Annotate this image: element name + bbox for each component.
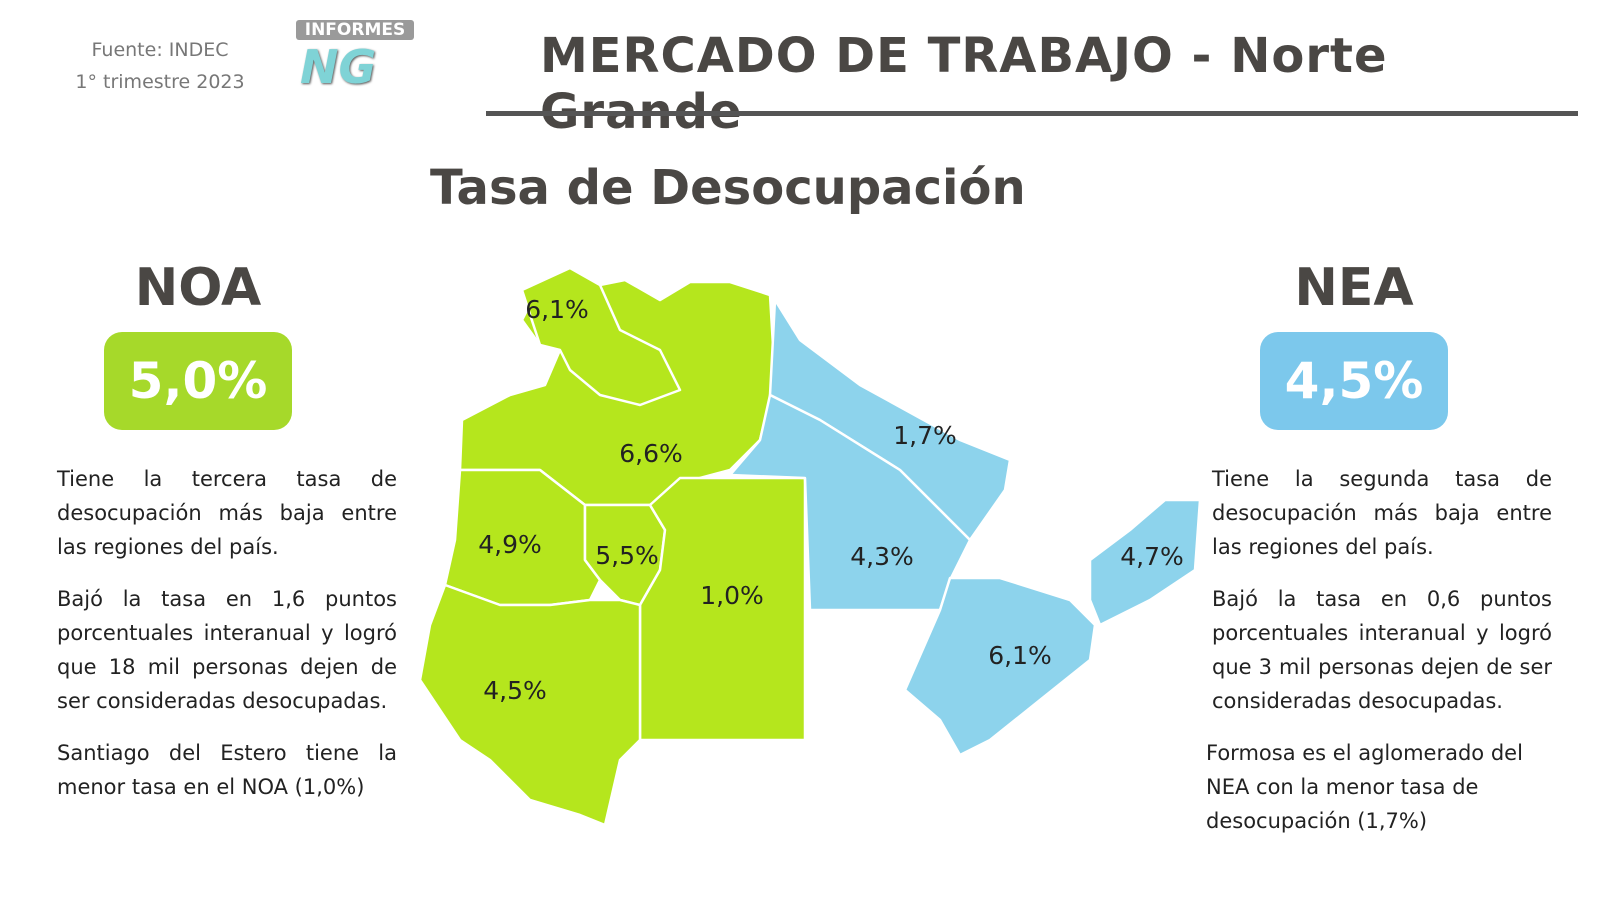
region-label: 4,9% bbox=[478, 530, 542, 559]
region-label: 4,5% bbox=[483, 676, 547, 705]
region-label: 4,7% bbox=[1120, 542, 1184, 571]
province bbox=[903, 576, 1097, 757]
provinces bbox=[418, 266, 1202, 827]
region-label: 4,3% bbox=[850, 542, 914, 571]
region-label: 5,5% bbox=[595, 541, 659, 570]
logo-main: NG bbox=[300, 40, 377, 94]
source-text: Fuente: INDEC bbox=[91, 39, 229, 61]
logo-top: INFORMES bbox=[296, 20, 414, 40]
nea-text: Tiene la segunda tasa de desocupación má… bbox=[1206, 462, 1552, 856]
region-rate: 5,0% bbox=[104, 332, 292, 430]
paragraph: Bajó la tasa en 0,6 puntos porcentuales … bbox=[1212, 587, 1552, 713]
paragraph: Formosa es el aglomerado del NEA con la … bbox=[1206, 741, 1523, 833]
region-name: NOA bbox=[134, 258, 262, 318]
region-label: 1,0% bbox=[700, 581, 764, 610]
title-rule bbox=[486, 111, 1578, 116]
paragraph: Tiene la tercera tasa de desocupación má… bbox=[57, 467, 397, 559]
region-label: 6,6% bbox=[619, 439, 683, 468]
paragraph: Santiago del Estero tiene la menor tasa … bbox=[57, 741, 397, 799]
paragraph: Tiene la segunda tasa de desocupación má… bbox=[1212, 467, 1552, 559]
page-title: MERCADO DE TRABAJO - Norte Grande bbox=[540, 28, 1388, 140]
region-label: 1,7% bbox=[893, 421, 957, 450]
region-label: 6,1% bbox=[988, 641, 1052, 670]
region-label: 6,1% bbox=[525, 295, 589, 324]
province bbox=[520, 266, 682, 407]
noa-text: Tiene la tercera tasa de desocupación má… bbox=[57, 462, 397, 822]
province bbox=[1088, 498, 1202, 627]
province bbox=[418, 583, 642, 827]
region-name: NEA bbox=[1294, 258, 1414, 318]
subtitle: Tasa de Desocupación bbox=[430, 160, 1026, 216]
paragraph: Bajó la tasa en 1,6 puntos porcentuales … bbox=[57, 587, 397, 713]
region-rate: 4,5% bbox=[1260, 332, 1448, 430]
logo: INFORMES NG bbox=[296, 20, 436, 104]
period-text: 1° trimestre 2023 bbox=[75, 71, 245, 93]
source: Fuente: INDEC 1° trimestre 2023 bbox=[60, 34, 260, 98]
